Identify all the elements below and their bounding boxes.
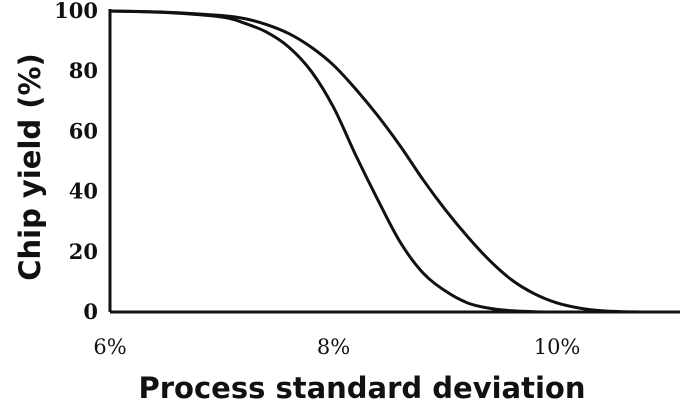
y-tick-label: 100 xyxy=(54,0,98,23)
y-tick-label: 80 xyxy=(69,58,98,83)
x-tick-label: 6% xyxy=(93,335,126,359)
y-tick-label: 60 xyxy=(69,118,98,143)
y-tick-labels: 0 20 40 60 80 100 xyxy=(54,0,98,324)
yield-curve-1 xyxy=(108,9,559,314)
y-axis-title: Chip yield (%) xyxy=(13,53,47,281)
y-tick-label: 20 xyxy=(69,239,98,264)
y-tick-label: 0 xyxy=(83,299,98,324)
yield-curve-2 xyxy=(108,9,648,314)
x-tick-label: 8% xyxy=(317,335,350,359)
series-lines xyxy=(108,9,648,314)
axes xyxy=(108,9,680,314)
x-axis-title: Process standard deviation xyxy=(139,371,586,405)
x-tick-labels: 6% 8% 10% xyxy=(93,335,580,359)
x-tick-label: 10% xyxy=(534,335,581,359)
y-tick-label: 40 xyxy=(69,179,98,204)
